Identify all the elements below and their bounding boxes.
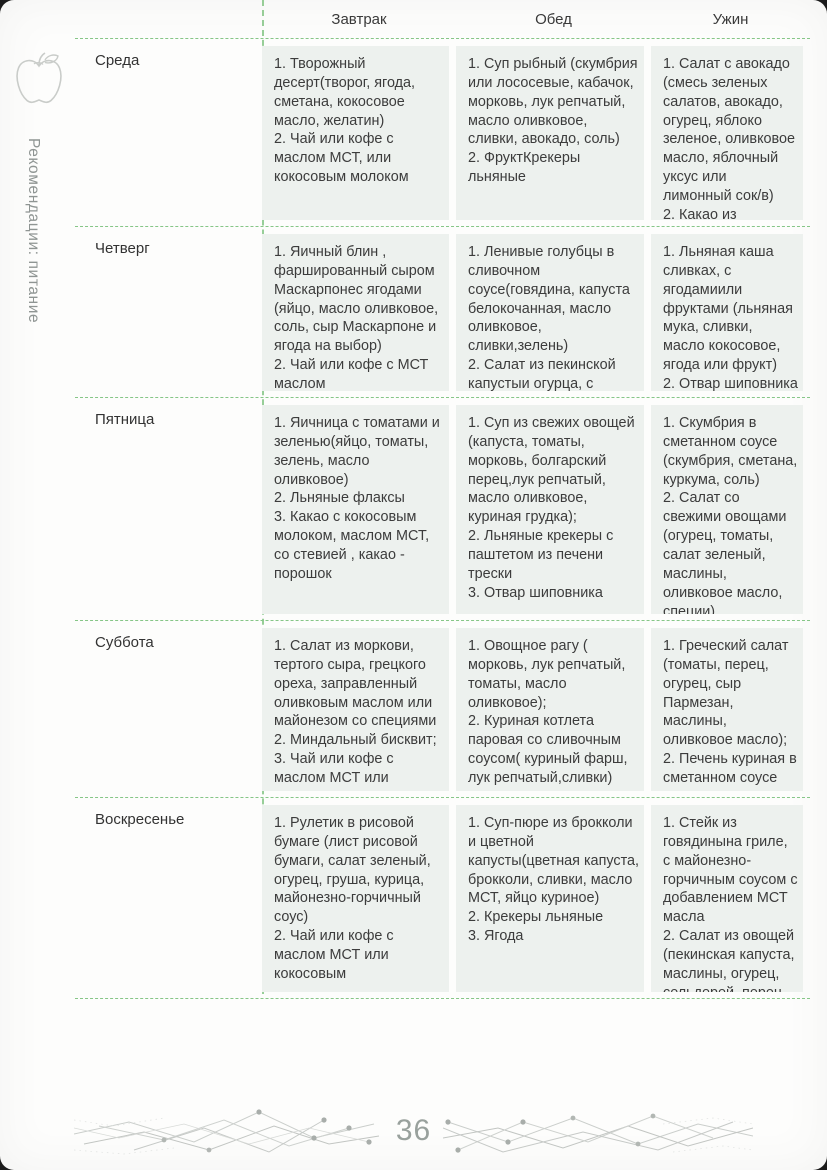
meal-cell-lunch: 1. Суп из свежих овощей (капуста, томаты… [456,405,644,614]
meal-cell-breakfast: 1. Яичный блин , фаршированный сыром Мас… [262,234,449,391]
meal-cell-breakfast: 1. Рулетик в рисовой бумаге (лист рисово… [262,805,449,992]
apple-icon [14,50,64,108]
footer-left-decoration-lines [73,1109,379,1155]
page-number: 36 [395,1114,432,1147]
table-row: Среда 1. Творожный десерт(творог, ягода,… [75,38,810,226]
day-label: Среда [95,52,140,69]
header-dinner: Ужин [712,10,749,28]
header-lunch: Обед [535,10,572,28]
meal-plan-table: Завтрак Обед Ужин Среда 1. Творожный дес… [75,0,810,999]
meal-cell-breakfast: 1. Салат из моркови, тертого сыра, грецк… [262,628,449,791]
meal-cell-breakfast: 1. Яичница с томатами и зеленью(яйцо, то… [262,405,449,614]
meal-cell-dinner: 1. Салат с авокадо (смесь зеленых салато… [651,46,803,220]
day-label: Четверг [95,240,150,257]
meal-cell-dinner: 1. Льняная каша сливках, с ягодамиили фр… [651,234,803,391]
day-label: Пятница [95,411,155,428]
page-footer: 36 [0,1098,827,1164]
meal-cell-dinner: 1. Стейк из говядинына гриле, с майонезн… [651,805,803,992]
table-header-row: Завтрак Обед Ужин [75,0,810,38]
meal-cell-lunch: 1. Суп-пюре из брокколи и цветной капуст… [456,805,644,992]
meal-cell-dinner: 1. Греческий салат (томаты, перец, огуре… [651,628,803,791]
table-row: Четверг 1. Яичный блин , фаршированный с… [75,226,810,397]
table-row: Воскресенье 1. Рулетик в рисовой бумаге … [75,797,810,999]
meal-cell-lunch: 1. Ленивые голубцы в сливочном соусе(гов… [456,234,644,391]
table-row: Пятница 1. Яичница с томатами и зеленью(… [75,397,810,620]
day-label: Суббота [95,634,154,651]
sidebar-vertical-label: Рекомендации: питание [25,138,42,324]
header-breakfast: Завтрак [331,10,387,28]
meal-cell-lunch: 1. Овощное рагу ( морковь, лук репчатый,… [456,628,644,791]
meal-cell-breakfast: 1. Творожный десерт(творог, ягода, смета… [262,46,449,220]
footer-right-decoration-lines [443,1113,754,1153]
meal-cell-lunch: 1. Суп рыбный (скумбрия или лососевые, к… [456,46,644,220]
meal-cell-dinner: 1. Скумбрия в сметанном соусе (скумбрия,… [651,405,803,614]
table-row: Суббота 1. Салат из моркови, тертого сыр… [75,620,810,797]
day-label: Воскресенье [95,811,185,828]
